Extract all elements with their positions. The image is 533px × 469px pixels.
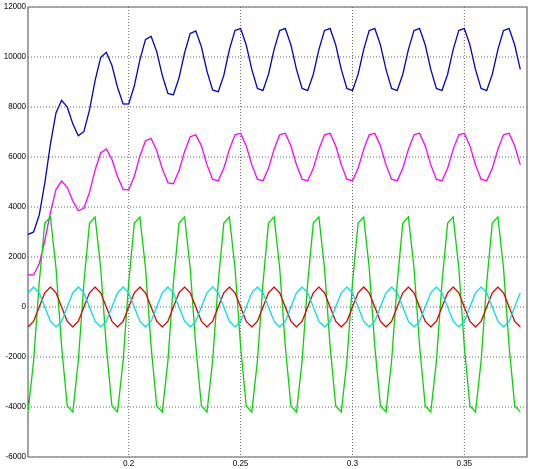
x-tick-label: 0.35 (457, 459, 473, 468)
series-line (27, 286, 521, 328)
x-tick-label: 0.25 (233, 459, 249, 468)
plot-area (27, 6, 528, 458)
y-tick-label: -6000 (6, 452, 27, 461)
series-line (27, 286, 521, 328)
x-tick-label: 0.3 (347, 459, 359, 468)
y-tick-label: 6000 (8, 152, 26, 161)
y-tick-label: 2000 (8, 252, 26, 261)
series-line (27, 215, 521, 414)
y-tick-label: 12000 (4, 2, 27, 11)
y-tick-label: 4000 (8, 202, 26, 211)
x-tick-label: 0.2 (123, 459, 135, 468)
y-tick-label: 8000 (8, 102, 26, 111)
y-tick-label: -2000 (6, 352, 27, 361)
y-tick-label: -4000 (6, 402, 27, 411)
y-tick-label: 0 (22, 302, 27, 311)
series-line (27, 27, 521, 236)
series-line (27, 132, 521, 276)
y-tick-label: 10000 (4, 52, 27, 61)
